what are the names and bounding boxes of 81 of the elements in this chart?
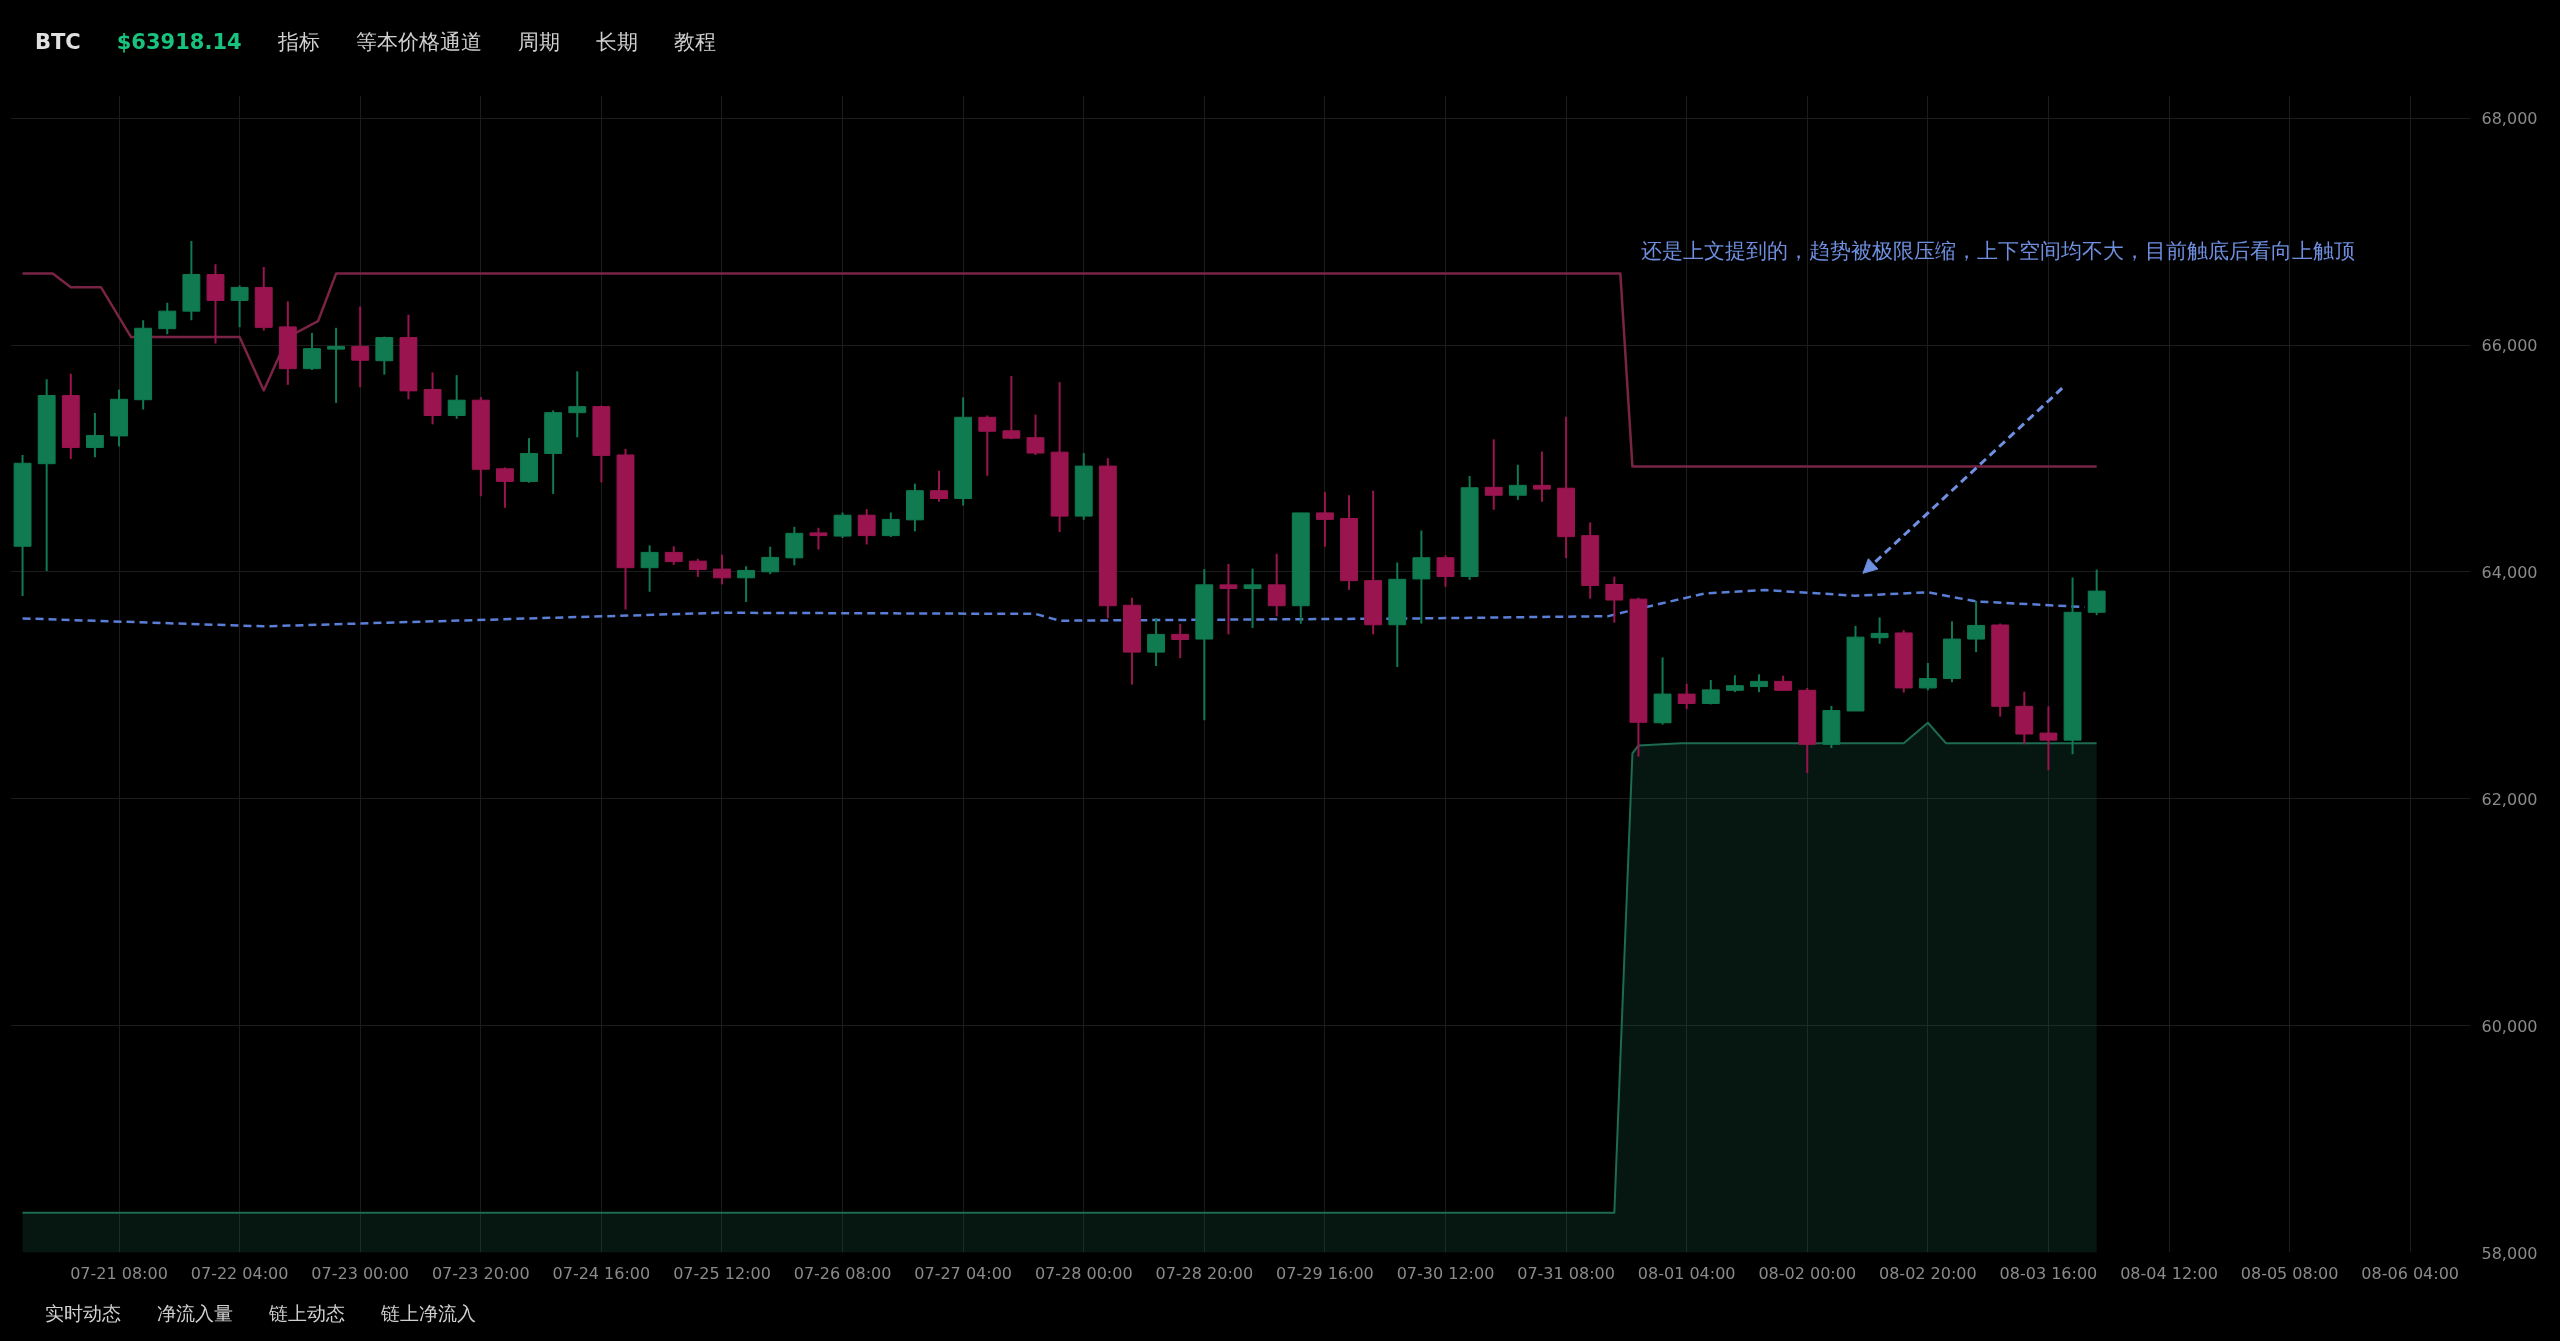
text: 链上动态 — [269, 1302, 345, 1324]
candlestick — [327, 326, 346, 404]
candlestick — [85, 412, 104, 459]
candlestick — [1508, 463, 1527, 501]
text: 周期 — [517, 30, 560, 54]
x-tick-label: 08-06 04:00 — [2361, 1263, 2460, 1283]
candlestick — [351, 305, 370, 389]
candlestick — [1315, 491, 1334, 548]
y-tick-label: 58,000 — [2481, 1243, 2538, 1263]
text: 净流入量 — [157, 1302, 233, 1324]
x-tick-label: 07-31 08:00 — [1517, 1263, 1615, 1283]
candlestick — [761, 545, 780, 576]
candlestick — [158, 301, 177, 336]
candlestick — [1219, 562, 1238, 636]
chart-title: BTC — [35, 30, 81, 54]
candlestick — [930, 469, 948, 503]
candlestick — [230, 284, 249, 329]
x-tick-label: 07-23 20:00 — [431, 1263, 530, 1283]
candlestick — [737, 565, 756, 603]
text: 教程 — [673, 30, 716, 54]
text: 实时动态 — [45, 1302, 121, 1324]
x-tick-label: 07-26 08:00 — [793, 1263, 892, 1283]
candlestick — [833, 511, 852, 539]
candlestick — [713, 553, 731, 586]
candlestick — [2087, 568, 2106, 617]
x-tick-label: 07-24 16:00 — [552, 1263, 651, 1283]
candlestick — [568, 370, 587, 439]
candlestick — [1870, 616, 1889, 645]
x-tick-label: 07-23 00:00 — [311, 1263, 410, 1283]
candlestick — [1533, 450, 1551, 503]
candlestick — [1267, 552, 1286, 618]
text: 等本价格通道 — [355, 30, 482, 54]
candlestick — [1002, 375, 1021, 441]
chart-subtitle: $63918.14 — [116, 30, 242, 54]
x-tick-label: 07-21 08:00 — [70, 1263, 168, 1283]
candlestick — [447, 374, 466, 420]
candlestick — [1484, 438, 1503, 511]
candlestick — [664, 545, 683, 566]
candlestick — [1243, 567, 1262, 629]
y-tick-label: 64,000 — [2481, 562, 2538, 582]
candlestick — [881, 511, 900, 538]
candlestick — [303, 331, 321, 371]
text: 长期 — [595, 30, 638, 54]
y-tick-label: 68,000 — [2481, 109, 2538, 129]
candlestick — [1677, 682, 1696, 711]
candlestick — [1147, 617, 1166, 668]
candlestick — [1701, 679, 1720, 706]
y-tick-label: 62,000 — [2481, 789, 2538, 809]
text: 指标 — [277, 30, 320, 54]
candlestick — [688, 557, 707, 578]
x-tick-label: 08-03 16:00 — [1999, 1263, 2098, 1283]
x-tick-label: 07-29 16:00 — [1276, 1263, 1374, 1283]
candlestick — [375, 335, 394, 376]
y-tick-label: 66,000 — [2481, 336, 2538, 356]
candlestick — [1918, 662, 1937, 692]
x-tick-label: 07-22 04:00 — [190, 1263, 289, 1283]
candlestick — [2039, 705, 2058, 772]
candlestick — [1967, 599, 1986, 654]
x-tick-label: 07-27 04:00 — [914, 1263, 1012, 1283]
candlestick — [1412, 529, 1431, 625]
candlestick — [978, 414, 997, 477]
candlestick — [1026, 413, 1045, 456]
x-tick-label: 07-28 00:00 — [1034, 1263, 1133, 1283]
x-tick-label: 07-28 20:00 — [1155, 1263, 1254, 1283]
x-tick-label: 08-05 08:00 — [2240, 1263, 2339, 1283]
candlestick — [1171, 622, 1190, 660]
candlestick — [1436, 554, 1455, 588]
candlestick — [640, 544, 659, 593]
candlestick — [495, 466, 514, 509]
x-tick-label: 08-01 04:00 — [1637, 1263, 1736, 1283]
text: 链上净流入 — [381, 1302, 476, 1324]
x-tick-label: 08-02 20:00 — [1879, 1263, 1977, 1283]
candlestick — [857, 508, 876, 546]
annotation: 还是上文提到的，趋势被极限压缩，上下空间均不大，目前触底后看向上触顶 — [1641, 239, 2356, 264]
candlestick — [809, 526, 828, 551]
y-tick-label: 60,000 — [2481, 1016, 2538, 1036]
x-tick-label: 07-25 12:00 — [673, 1263, 771, 1283]
candlestick — [1605, 575, 1624, 624]
x-tick-label: 08-02 00:00 — [1758, 1263, 1857, 1283]
x-tick-label: 08-04 12:00 — [2120, 1263, 2218, 1283]
x-tick-label: 07-30 12:00 — [1396, 1263, 1495, 1283]
